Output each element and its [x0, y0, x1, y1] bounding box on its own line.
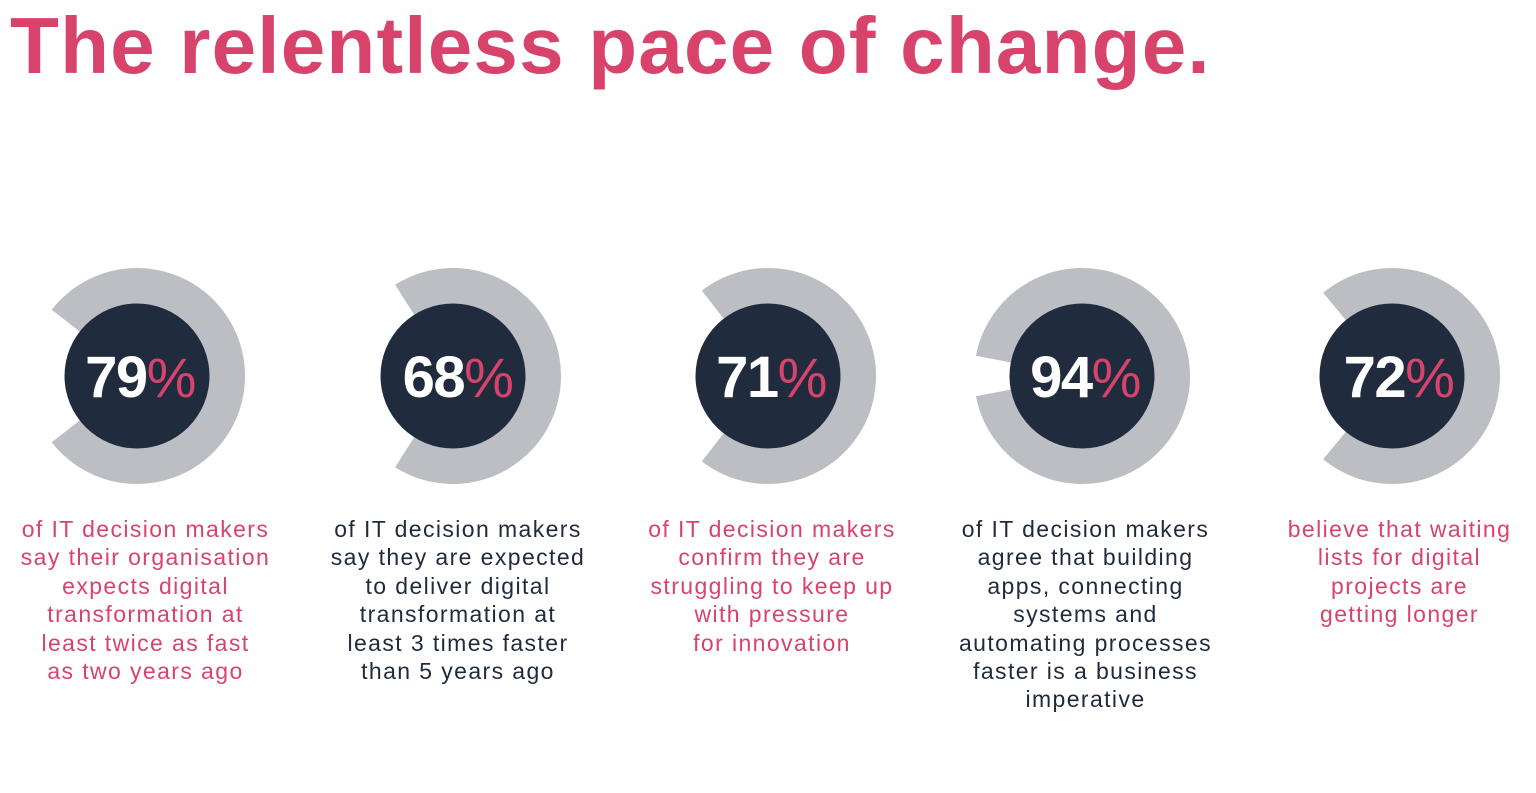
svg-text:71%: 71%: [716, 345, 826, 410]
svg-text:72%: 72%: [1344, 345, 1454, 410]
svg-text:94%: 94%: [1030, 345, 1140, 410]
svg-text:68%: 68%: [402, 345, 512, 410]
svg-text:79%: 79%: [85, 345, 195, 410]
